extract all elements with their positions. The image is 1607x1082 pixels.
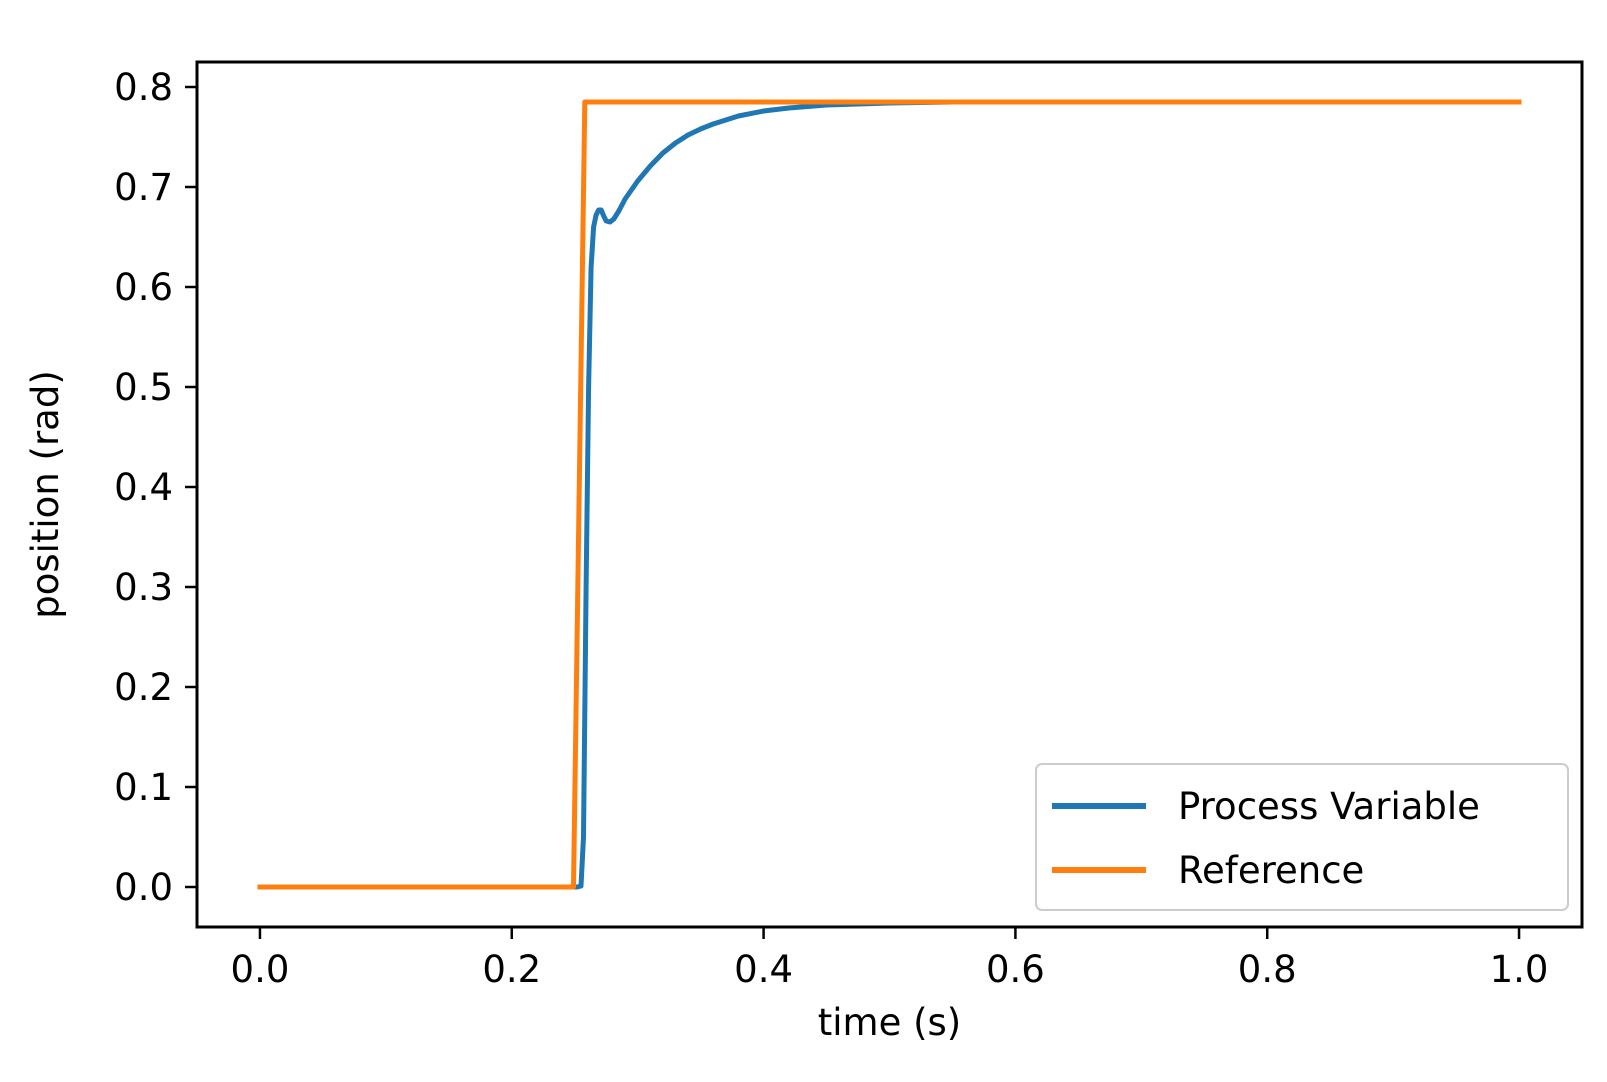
x-tick-label: 0.8 [1238,948,1297,991]
x-axis-ticks: 0.0 0.2 0.4 0.6 0.8 1.0 [231,927,1549,991]
y-tick-label: 0.2 [114,666,173,709]
y-tick-label: 0.3 [114,566,173,609]
x-tick-label: 0.0 [231,948,290,991]
x-axis-label: time (s) [818,1001,962,1044]
series-line-process-variable [257,99,1283,890]
y-tick-label: 0.6 [114,266,173,309]
y-tick-label: 0.7 [114,166,173,209]
series-line-reference [257,99,1522,890]
x-tick-label: 1.0 [1490,948,1549,991]
x-tick-label: 0.4 [734,948,793,991]
axes-frame [195,60,1584,929]
y-tick-label: 0.0 [114,866,173,909]
y-tick-label: 0.5 [114,366,173,409]
y-axis-ticks: 0.0 0.1 0.2 0.3 0.4 0.5 0.6 0.7 0.8 [114,66,197,909]
legend-box [1035,763,1569,911]
y-axis-label: position (rad) [24,370,67,619]
legend-label-reference: Reference [1178,849,1364,892]
legend: Process Variable Reference [1035,763,1569,911]
y-tick-label: 0.4 [114,466,173,509]
x-tick-label: 0.2 [482,948,541,991]
y-tick-label: 0.8 [114,66,173,109]
plot-content [257,99,1522,890]
x-tick-label: 0.6 [986,948,1045,991]
y-tick-label: 0.1 [114,766,173,809]
legend-label-process-variable: Process Variable [1178,785,1480,828]
